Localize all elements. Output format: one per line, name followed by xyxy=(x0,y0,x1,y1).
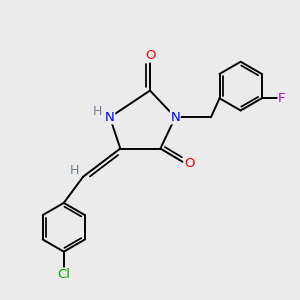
Text: H: H xyxy=(92,106,102,118)
Text: Cl: Cl xyxy=(57,268,70,281)
Text: H: H xyxy=(70,164,80,177)
Text: N: N xyxy=(105,111,115,124)
Text: O: O xyxy=(184,157,194,169)
Text: N: N xyxy=(170,111,180,124)
Text: O: O xyxy=(145,49,156,62)
Text: F: F xyxy=(278,92,286,105)
